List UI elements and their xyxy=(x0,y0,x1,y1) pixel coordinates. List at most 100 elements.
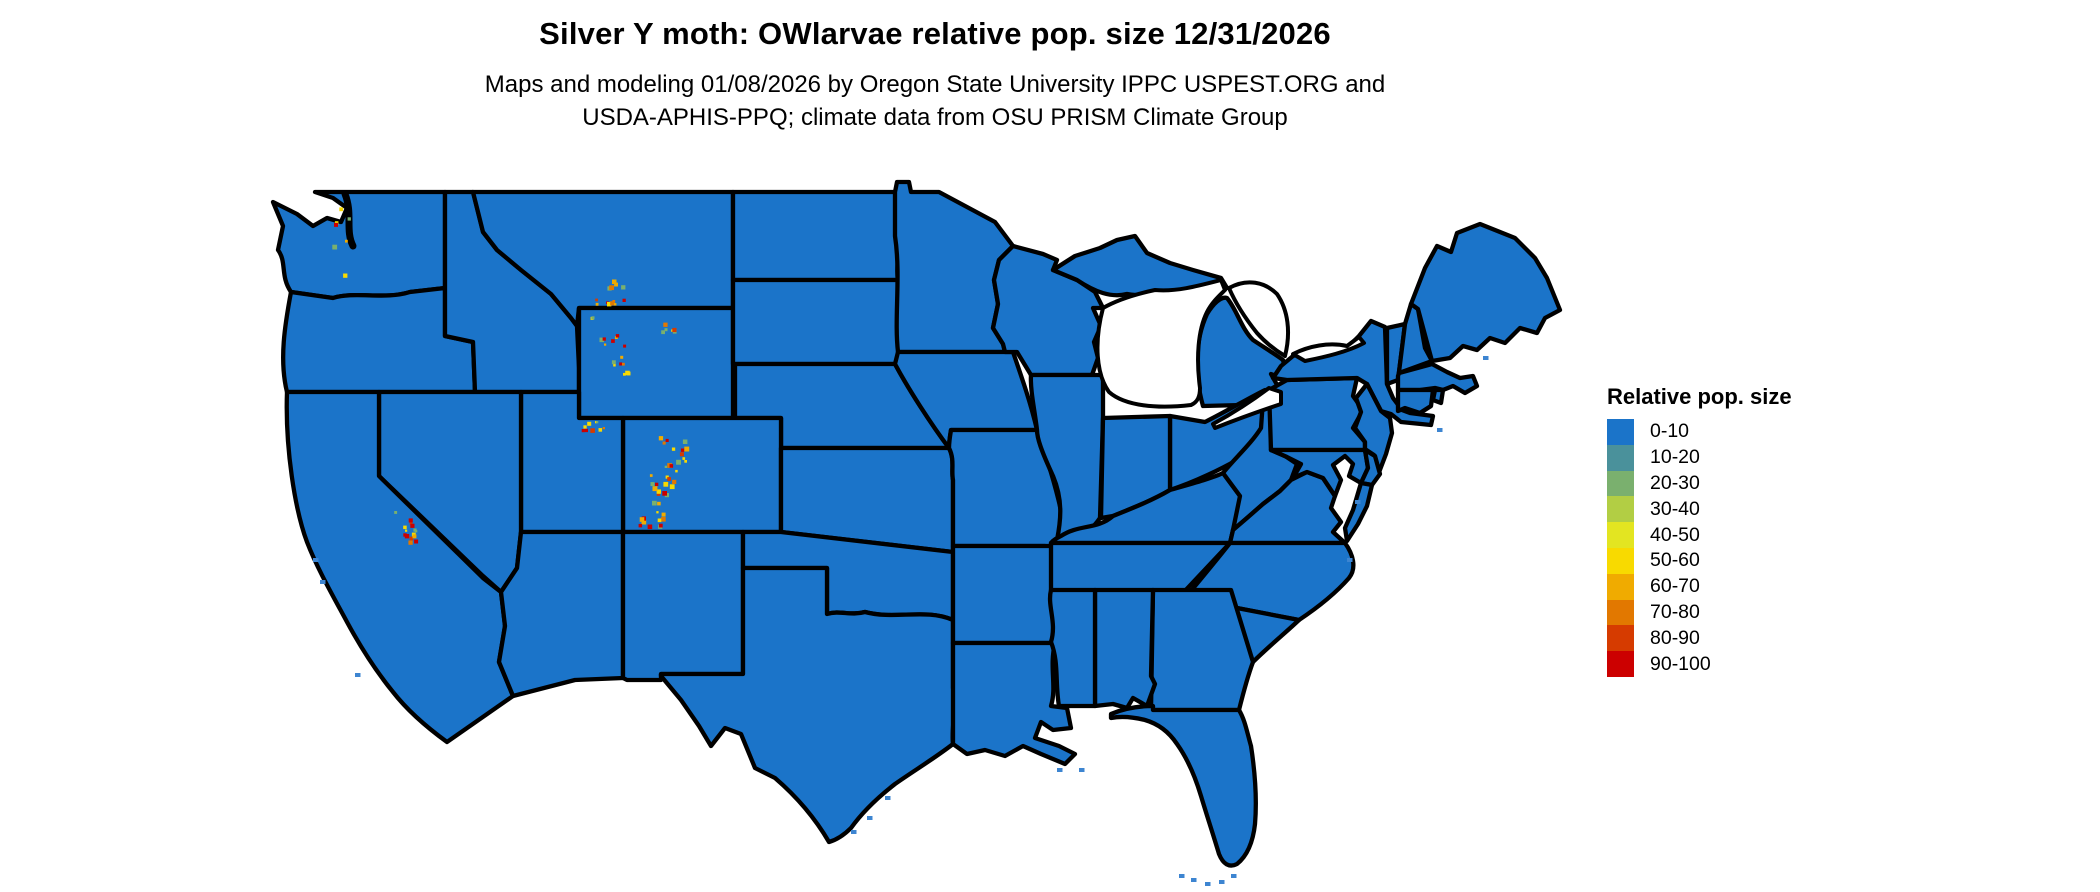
hotspot-pixel-montana-absaroka xyxy=(614,282,618,287)
state-wisconsin xyxy=(990,243,1106,378)
hotspot-pixel-colorado-sawatch xyxy=(650,482,655,487)
hotspot-pixel-wyoming-wind-river xyxy=(615,334,620,338)
hotspot-pixel-utah-uinta xyxy=(587,421,592,426)
hotspot-pixel-washington-cascades xyxy=(339,207,344,212)
legend-label: 50-60 xyxy=(1650,549,1700,572)
hotspot-pixel-montana-absaroka xyxy=(612,300,616,303)
hotspot-pixel-colorado-san-juan xyxy=(661,517,666,522)
hotspot-pixel-colorado-front-range xyxy=(671,447,676,451)
hotspot-pixel-wyoming-bighorn xyxy=(663,322,668,327)
hotspot-pixel-colorado-front-range xyxy=(680,448,685,452)
hotspot-pixel-wyoming-wind-river xyxy=(620,355,624,359)
legend-swatch xyxy=(1607,651,1634,677)
lake-ontario xyxy=(1291,335,1366,363)
hotspot-pixel-wyoming-wind-river xyxy=(613,364,616,367)
hotspot-pixel-california-sierra xyxy=(404,534,410,539)
coastal-pixel xyxy=(320,580,326,584)
legend-label: 40-50 xyxy=(1650,523,1700,546)
hotspot-pixel-wyoming-wind-river xyxy=(623,372,626,376)
hotspot-pixel-colorado-sawatch xyxy=(652,486,658,492)
state-pennsylvania xyxy=(1266,375,1368,453)
hotspot-pixel-california-sierra xyxy=(394,511,398,514)
coastal-pixel xyxy=(1347,558,1353,562)
hotspot-pixel-colorado-san-juan xyxy=(639,517,645,522)
hotspot-pixel-utah-uinta xyxy=(590,428,595,433)
hotspot-pixel-utah-uinta xyxy=(595,421,598,424)
coastal-pixel xyxy=(1483,356,1489,360)
coastal-pixel xyxy=(355,673,361,677)
state-alabama xyxy=(1092,587,1158,711)
hotspot-pixel-colorado-san-juan xyxy=(661,512,666,517)
hotspot-pixel-colorado-san-juan xyxy=(641,519,647,525)
legend-entry: 0-10 xyxy=(1607,419,1792,445)
hotspot-pixel-montana-absaroka xyxy=(612,279,617,284)
hotspot-pixel-montana-absaroka xyxy=(609,285,614,291)
state-wyoming xyxy=(576,305,736,421)
hotspot-pixel-california-sierra xyxy=(413,528,417,532)
hotspot-pixel-wyoming-wind-river xyxy=(611,360,616,365)
state-colorado xyxy=(620,415,784,535)
hotspot-pixel-colorado-front-range xyxy=(675,469,678,473)
legend-swatch xyxy=(1607,547,1634,574)
subtitle-line-1: Maps and modeling 01/08/2026 by Oregon S… xyxy=(484,71,1386,98)
legend-entry: 40-50 xyxy=(1607,522,1792,548)
legend-entry: 90-100 xyxy=(1607,651,1792,677)
hotspot-pixel-colorado-front-range xyxy=(684,460,687,463)
state-arkansas xyxy=(950,543,1064,646)
hotspot-pixel-colorado-sawatch xyxy=(672,479,677,484)
state-washington xyxy=(270,189,448,301)
state-florida xyxy=(1108,703,1258,868)
legend-swatch xyxy=(1607,599,1634,626)
hotspot-pixel-utah-uinta xyxy=(584,428,588,433)
hotspot-pixel-wyoming-wind-river xyxy=(611,339,615,343)
hotspot-pixel-wyoming-bighorn xyxy=(672,327,677,333)
hotspot-pixel-colorado-san-juan xyxy=(656,511,659,514)
hotspot-pixel-wyoming-wind-river xyxy=(619,362,623,366)
state-louisiana xyxy=(950,640,1078,767)
hotspot-pixel-utah-uinta xyxy=(583,425,587,429)
map-subtitle: Maps and modeling 01/08/2026 by Oregon S… xyxy=(0,68,1870,134)
coastal-pixel xyxy=(1205,882,1211,886)
puget-sound xyxy=(341,190,357,250)
hotspot-pixel-colorado-sawatch xyxy=(657,501,661,506)
hotspot-pixel-utah-uinta xyxy=(602,427,605,430)
hotspot-pixel-colorado-front-range xyxy=(679,452,684,457)
coastal-pixel xyxy=(885,796,891,800)
legend-entry: 80-90 xyxy=(1607,625,1792,652)
us-map xyxy=(270,179,1563,886)
coastal-pixel xyxy=(1219,880,1225,884)
hotspot-pixel-california-sierra xyxy=(403,525,407,530)
hotspot-pixel-california-sierra xyxy=(408,518,413,523)
state-new-mexico xyxy=(620,529,746,683)
hotspot-pixel-wyoming-wind-river xyxy=(591,316,595,320)
hotspot-pixel-utah-uinta xyxy=(581,429,585,433)
state-connecticut xyxy=(1395,387,1436,416)
hotspot-pixel-montana-absaroka xyxy=(610,301,615,306)
legend-label: 90-100 xyxy=(1650,652,1711,675)
hotspot-pixel-montana-absaroka xyxy=(595,298,598,302)
legend-entry: 70-80 xyxy=(1607,599,1792,626)
coastal-pixel xyxy=(1191,878,1197,882)
lake-michigan xyxy=(1095,278,1227,409)
hotspot-pixel-wyoming-bighorn xyxy=(664,328,668,332)
hotspot-pixel-colorado-front-range xyxy=(669,464,674,468)
state-north-dakota xyxy=(730,189,903,283)
state-delmarva-peninsula xyxy=(1342,480,1375,544)
hotspot-pixel-wyoming-wind-river xyxy=(604,343,607,346)
legend-swatch xyxy=(1607,496,1634,523)
legend-label: 10-20 xyxy=(1650,446,1700,469)
legend-swatch xyxy=(1607,522,1634,548)
hotspot-pixel-california-sierra xyxy=(405,529,408,532)
legend-swatch xyxy=(1607,470,1634,497)
hotspot-pixel-montana-absaroka xyxy=(607,302,612,307)
hotspot-pixel-california-sierra xyxy=(408,540,413,545)
hotspot-pixel-colorado-front-range xyxy=(682,439,688,444)
legend-entry: 30-40 xyxy=(1607,496,1792,523)
hotspot-pixel-wyoming-wind-river xyxy=(623,344,627,348)
hotspot-pixel-utah-uinta xyxy=(598,428,603,432)
state-texas xyxy=(658,565,957,845)
hotspot-pixel-wyoming-wind-river xyxy=(602,337,606,341)
hotspot-pixel-colorado-front-range xyxy=(662,441,666,445)
hotspot-pixel-wyoming-bighorn xyxy=(661,330,665,335)
